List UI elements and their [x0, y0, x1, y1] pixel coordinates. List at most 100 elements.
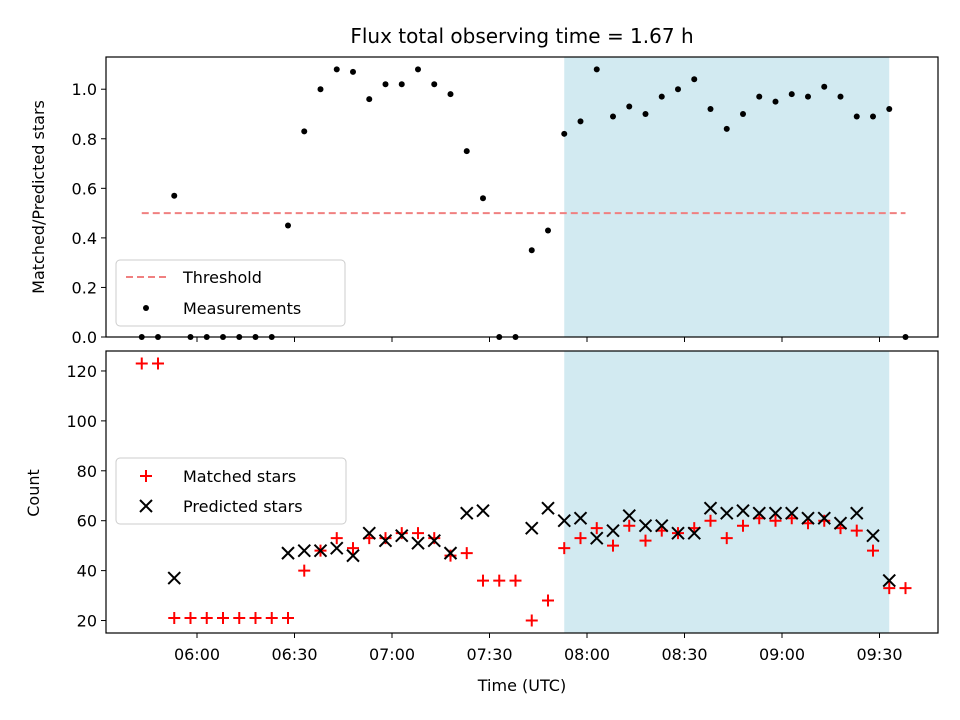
measurement-point: [593, 66, 600, 73]
measurement-point: [675, 86, 681, 93]
predicted-star-point: [557, 513, 571, 528]
matched-star-point: [460, 547, 473, 560]
predicted-star-point: [622, 509, 636, 523]
matched-star-point: [330, 532, 343, 545]
predicted-star-point: [427, 533, 441, 548]
matched-star-point: [704, 514, 717, 527]
matched-star-point: [379, 532, 392, 545]
matched-star-point: [282, 612, 294, 625]
matched-star-point: [233, 612, 246, 625]
predicted-star-point: [801, 511, 815, 525]
matched-star-point: [899, 582, 912, 595]
predicted-star-point: [346, 548, 360, 563]
predicted-star-point: [638, 518, 653, 533]
top-axes-frame: [105, 56, 939, 338]
predicted-star-point: [476, 504, 490, 518]
top-y-axis-label: Matched/Predicted stars: [29, 100, 48, 294]
matched-star-point: [542, 594, 554, 607]
y-tick-label: 1.0: [72, 80, 97, 99]
x-tick-label: 08:30: [661, 645, 707, 664]
top-legend: Threshold Measurements: [115, 259, 346, 327]
bottom-y-axis: 20 40 60 80 100 120: [66, 362, 106, 631]
measurement-point: [561, 130, 568, 137]
measurement-point: [285, 222, 291, 229]
predicted-star-point: [850, 506, 864, 520]
y-tick-label: 0.8: [72, 130, 97, 149]
predicted-star-point: [541, 501, 555, 515]
measurement-point: [788, 91, 795, 98]
matched-star-point: [493, 574, 506, 587]
matched-star-point: [428, 532, 441, 545]
matched-star-point: [590, 522, 603, 535]
y-tick-label: 80: [77, 462, 97, 481]
measurement-point: [350, 68, 356, 75]
bottom-plot-area: [135, 357, 912, 627]
predicted-star-point: [833, 516, 848, 530]
bottom-legend-box: [115, 457, 347, 525]
predicted-star-point: [817, 511, 831, 525]
measurement-point: [545, 227, 551, 234]
top-shaded-region: [564, 57, 890, 337]
bottom-y-axis-label: Count: [24, 469, 43, 517]
matched-star-point: [525, 614, 538, 627]
x-tick-label: 07:00: [369, 645, 415, 664]
measurement-point: [853, 113, 860, 120]
matched-star-point: [395, 527, 408, 540]
predicted-star-point: [768, 506, 783, 520]
matched-star-point: [347, 542, 359, 555]
matched-star-point: [509, 574, 522, 587]
predicted-star-point: [460, 506, 474, 520]
predicted-star-point: [573, 511, 588, 525]
legend-predicted-label: Predicted stars: [183, 497, 303, 516]
measurement-point: [415, 66, 421, 73]
measurement-point: [398, 81, 405, 88]
matched-star-point: [883, 582, 896, 595]
measurement-point: [610, 113, 616, 120]
measurement-point: [691, 76, 698, 83]
matched-star-point: [867, 544, 879, 557]
y-tick-label: 0.2: [72, 278, 97, 297]
matched-star-point: [444, 549, 457, 562]
matched-star-point: [607, 539, 619, 552]
top-x-ticks: [196, 337, 880, 342]
measurement-point: [658, 93, 665, 100]
y-tick-label: 20: [77, 612, 97, 631]
predicted-star-point: [655, 518, 669, 533]
x-axis-label: Time (UTC): [477, 676, 566, 695]
predicted-star-point: [411, 536, 425, 550]
predicted-star-point: [167, 571, 181, 585]
shaded-span: [564, 351, 890, 633]
predicted-star-point: [785, 506, 799, 520]
measurement-point: [723, 125, 730, 132]
measurement-point: [772, 98, 779, 105]
measurement-point: [171, 192, 178, 199]
y-tick-label: 120: [66, 362, 97, 381]
matched-star-point: [217, 612, 229, 625]
top-legend-box: [115, 259, 346, 327]
measurement-point: [577, 118, 584, 125]
predicted-star-point: [866, 528, 880, 543]
measurement-point: [740, 110, 746, 117]
matched-star-point: [200, 612, 213, 625]
measurement-point: [317, 86, 324, 93]
legend-measurements-label: Measurements: [183, 299, 301, 318]
matched-star-point: [152, 357, 164, 370]
predicted-star-point: [882, 573, 896, 588]
predicted-star-point: [590, 531, 604, 545]
measurement-point: [837, 93, 844, 100]
predicted-star-point: [525, 521, 539, 535]
matched-star-point: [558, 542, 571, 555]
matched-star-point: [737, 519, 749, 532]
matched-star-point: [477, 574, 489, 587]
x-tick-label: 06:30: [271, 645, 317, 664]
top-y-axis: 0.0 0.2 0.4 0.6 0.8 1.0: [72, 80, 106, 347]
predicted-star-point: [606, 523, 620, 538]
matched-star-point: [769, 514, 782, 527]
legend-threshold-label: Threshold: [182, 268, 262, 287]
measurement-point: [870, 113, 876, 120]
y-tick-label: 0.4: [72, 229, 97, 248]
x-tick-label: 09:30: [856, 645, 902, 664]
x-tick-label: 08:00: [564, 645, 610, 664]
predicted-star-point: [362, 526, 376, 540]
predicted-star-point: [720, 506, 734, 520]
